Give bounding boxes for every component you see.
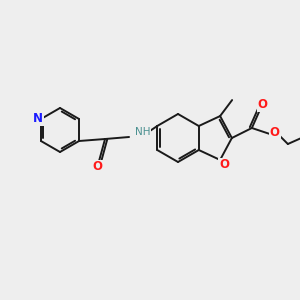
Text: N: N [33, 112, 43, 125]
Text: O: O [258, 98, 268, 112]
Text: O: O [219, 158, 229, 171]
Text: O: O [92, 160, 102, 173]
Text: NH: NH [135, 127, 151, 137]
Text: O: O [270, 127, 280, 140]
